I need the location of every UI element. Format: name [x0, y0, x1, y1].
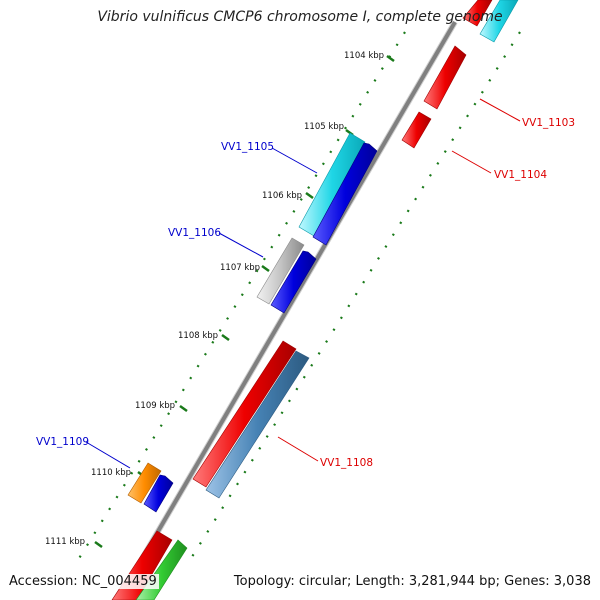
map-title: Vibrio vulnificus CMCP6 chromosome I, co… — [97, 9, 503, 25]
leader-vv1-1106 — [218, 232, 264, 258]
leader-vv1-1104 — [451, 150, 492, 174]
tick-1107 — [261, 264, 270, 273]
accession-text: Accession: NC_004459 — [7, 574, 159, 589]
gene-feature-vv1-1109[interactable] — [127, 462, 162, 504]
tick-label-1106: 1106 kbp — [262, 191, 302, 201]
leader-vv1-1103 — [479, 98, 521, 122]
label-leaders — [85, 98, 521, 469]
inner-tick-track — [77, 31, 406, 561]
gene-label-vv1-1106[interactable]: VV1_1106 — [168, 227, 221, 239]
gene-label-vv1-1105[interactable]: VV1_1105 — [221, 141, 274, 153]
topology-text: Topology: circular; Length: 3,281,944 bp… — [231, 574, 593, 589]
cds-feature-vv1-1105[interactable] — [312, 142, 378, 246]
tick-labels: 1104 kbp 1105 kbp 1106 kbp 1107 kbp 1108… — [45, 51, 384, 547]
tick-label-1104: 1104 kbp — [344, 51, 384, 61]
leader-vv1-1109 — [85, 441, 131, 469]
tick-1108 — [221, 333, 230, 342]
tick-label-1111: 1111 kbp — [45, 537, 85, 547]
gene-feature-vv1-1102[interactable] — [462, 0, 519, 43]
gene-labels: VV1_1103 VV1_1104 VV1_1105 VV1_1106 VV1_… — [36, 117, 575, 469]
tick-1111 — [94, 540, 103, 549]
tick-label-1110: 1110 kbp — [91, 468, 131, 478]
tick-1106 — [305, 191, 314, 200]
leader-vv1-1108 — [277, 436, 319, 462]
cds-feature-vv1-1109[interactable] — [143, 474, 174, 513]
tick-label-1108: 1108 kbp — [178, 331, 218, 341]
tick-label-1105: 1105 kbp — [304, 122, 344, 132]
cds-feature-vv1-1104[interactable] — [401, 111, 432, 149]
cds-feature-vv1-1106[interactable] — [270, 250, 317, 314]
tick-label-1109: 1109 kbp — [135, 401, 175, 411]
gene-feature-vv1-1106[interactable] — [256, 237, 305, 305]
gene-label-vv1-1109[interactable]: VV1_1109 — [36, 436, 89, 448]
major-ticks — [94, 54, 395, 549]
genome-backbone — [115, 20, 458, 600]
cds-feature-vv1-1103[interactable] — [423, 45, 467, 110]
tick-label-1107: 1107 kbp — [220, 263, 260, 273]
outer-tick-track — [189, 31, 521, 561]
gene-label-vv1-1103[interactable]: VV1_1103 — [522, 117, 575, 129]
tick-1104 — [386, 54, 395, 63]
gene-label-vv1-1104[interactable]: VV1_1104 — [494, 169, 547, 181]
tick-1109 — [179, 404, 188, 413]
gene-feature-vv1-1108[interactable] — [192, 340, 297, 488]
leader-vv1-1105 — [271, 147, 318, 174]
cds-feature-vv1-1108[interactable] — [205, 350, 310, 499]
gene-label-vv1-1108[interactable]: VV1_1108 — [320, 457, 373, 469]
